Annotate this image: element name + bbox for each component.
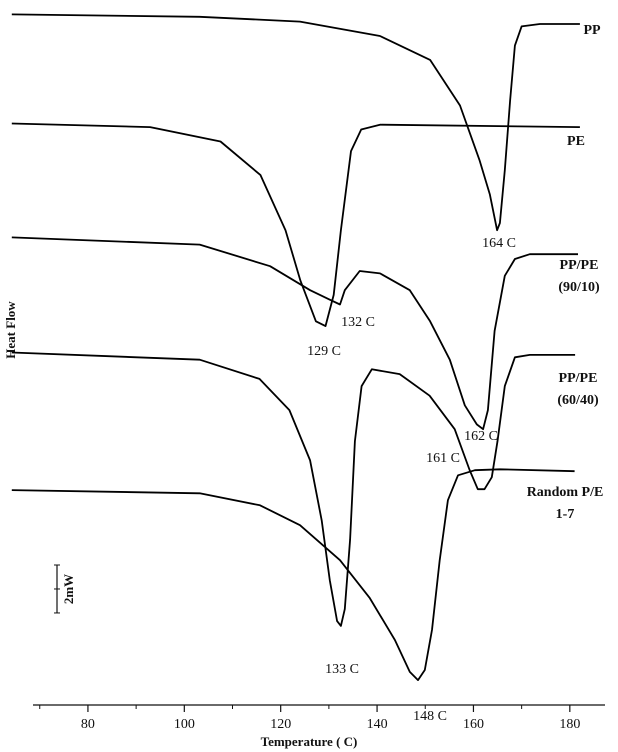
x-tick-label: 140: [367, 717, 388, 732]
series-label: PP/PE (60/40): [557, 371, 599, 408]
peak-label: 133 C: [325, 662, 359, 677]
peak-label: 132 C: [341, 315, 375, 330]
curve: [11, 351, 576, 627]
x-axis-title: Temperature ( C): [261, 734, 358, 749]
series-label: PP: [583, 23, 601, 38]
peak-label: 129 C: [307, 344, 341, 359]
x-tick-label: 80: [81, 717, 95, 732]
series-label: Random P/E 1-7: [526, 485, 604, 522]
series-label: PP/PE (90/10): [558, 258, 600, 295]
curve: [11, 122, 580, 327]
x-tick-label: 120: [270, 717, 291, 732]
curve: [11, 236, 578, 431]
y-axis-title: Heat Flow: [3, 301, 18, 359]
scale-bar-label: 2mW: [61, 574, 76, 604]
x-tick-label: 100: [174, 717, 195, 732]
x-tick-label: 160: [463, 717, 484, 732]
peak-label: 164 C: [482, 236, 516, 251]
peak-label: 162 C: [464, 429, 498, 444]
peak-label: 161 C: [426, 451, 460, 466]
curve: [11, 468, 575, 681]
peak-label: 148 C: [413, 709, 447, 724]
x-tick-label: 180: [559, 717, 580, 732]
series-label: PE: [567, 134, 585, 149]
curve: [11, 13, 580, 232]
